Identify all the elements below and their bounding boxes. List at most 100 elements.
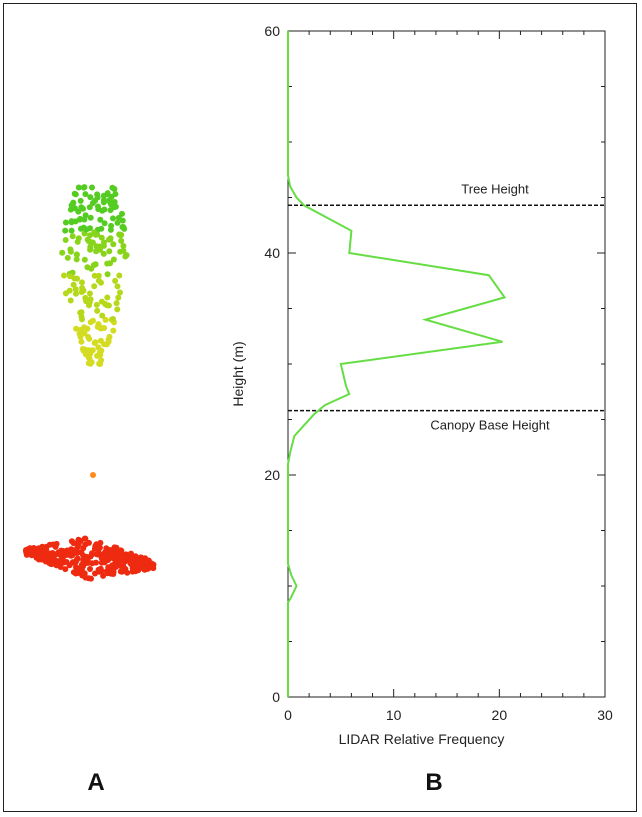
ground-point	[52, 543, 59, 550]
y-axis-title: Height (m)	[230, 341, 246, 406]
ground-point	[98, 559, 105, 566]
crown-point	[86, 204, 93, 211]
lidar-point-cloud	[23, 184, 157, 582]
ground-point	[103, 550, 110, 557]
crown-point	[110, 327, 117, 334]
ground-point	[143, 558, 150, 565]
crown-point	[106, 333, 113, 340]
crown-point	[82, 191, 89, 198]
crown-point	[106, 248, 113, 255]
canopy-base-height-label: Canopy Base Height	[430, 418, 550, 433]
figure-frame	[3, 3, 637, 812]
crown-point	[117, 248, 124, 255]
crown-point	[91, 283, 98, 290]
crown-point	[79, 279, 85, 286]
crown-point	[84, 264, 91, 271]
ground-point	[75, 538, 82, 545]
axis-ticks: 0 10 20 30 0 20 40 60	[264, 23, 613, 723]
ground-point	[98, 568, 105, 574]
crown-point	[72, 286, 79, 293]
ground-point	[67, 552, 74, 559]
x-tick-label: 20	[492, 707, 508, 723]
crown-point	[67, 206, 74, 213]
crown-point	[97, 325, 104, 332]
ground-point	[128, 550, 134, 557]
ground-point	[63, 552, 70, 558]
tree-height-label: Tree Height	[461, 181, 529, 196]
ground-point	[134, 566, 141, 572]
ground-point	[144, 564, 151, 571]
crown-point	[67, 273, 73, 280]
crown-point	[114, 283, 121, 290]
crown-point	[117, 289, 123, 296]
crown-point	[93, 248, 100, 255]
crown-point	[81, 256, 88, 263]
ground-point	[57, 552, 64, 559]
ground-point	[50, 554, 57, 561]
crown-point	[115, 294, 122, 301]
crown-point	[110, 241, 117, 248]
crown-point	[67, 246, 74, 253]
crown-point	[87, 246, 94, 253]
ground-point	[30, 550, 37, 557]
crown-point	[83, 298, 90, 305]
y-tick-label: 60	[264, 23, 280, 39]
crown-point	[62, 219, 69, 226]
ground-point	[35, 549, 42, 556]
ground-point	[136, 557, 143, 564]
crown-point	[97, 216, 104, 223]
ground-point	[116, 558, 122, 564]
crown-point	[100, 192, 107, 199]
crown-point	[80, 184, 87, 191]
reference-lines: Tree Height Canopy Base Height	[288, 181, 605, 433]
crown-point	[123, 252, 130, 259]
ground-point	[81, 570, 88, 577]
crown-point	[77, 197, 84, 204]
crown-point	[95, 344, 102, 351]
x-tick-label: 30	[597, 707, 613, 723]
crown-point	[92, 231, 99, 238]
crown-point	[73, 256, 80, 263]
crown-point	[95, 206, 102, 213]
crown-point	[98, 234, 105, 241]
crown-point	[107, 260, 114, 267]
crown-point	[62, 227, 69, 234]
crown-point	[104, 271, 111, 278]
ground-point	[117, 568, 124, 575]
crown-point	[101, 220, 108, 227]
x-axis-title: LIDAR Relative Frequency	[339, 731, 505, 747]
crown-point	[119, 210, 125, 217]
ground-point	[85, 559, 92, 566]
crown-point	[118, 231, 125, 238]
ground-point	[70, 569, 77, 576]
crown-point	[87, 194, 94, 201]
crown-point	[93, 301, 100, 308]
crown-point	[89, 184, 95, 191]
crown-point	[99, 312, 106, 319]
crown-point	[64, 254, 71, 261]
ground-point	[93, 541, 100, 548]
y-tick-label: 0	[272, 689, 280, 705]
ground-point	[88, 551, 95, 558]
crown-point	[112, 277, 119, 284]
crown-point	[87, 214, 94, 221]
plot-frame	[287, 30, 606, 698]
crown-point	[95, 272, 102, 279]
ground-point	[73, 550, 80, 556]
crown-point	[116, 272, 123, 279]
crown-point	[103, 302, 110, 309]
crown-point	[70, 200, 77, 207]
crown-point	[81, 324, 88, 331]
ground-point	[30, 545, 37, 551]
crown-point	[70, 281, 77, 288]
ground-point	[23, 548, 29, 555]
crown-point	[87, 360, 94, 367]
ground-point	[108, 570, 115, 577]
crown-point	[72, 218, 79, 225]
ground-point	[57, 564, 64, 570]
crown-point	[81, 216, 88, 223]
crown-point	[108, 201, 114, 208]
ground-point	[80, 559, 87, 566]
crown-point	[95, 277, 102, 284]
panel-label-b: B	[425, 769, 442, 796]
